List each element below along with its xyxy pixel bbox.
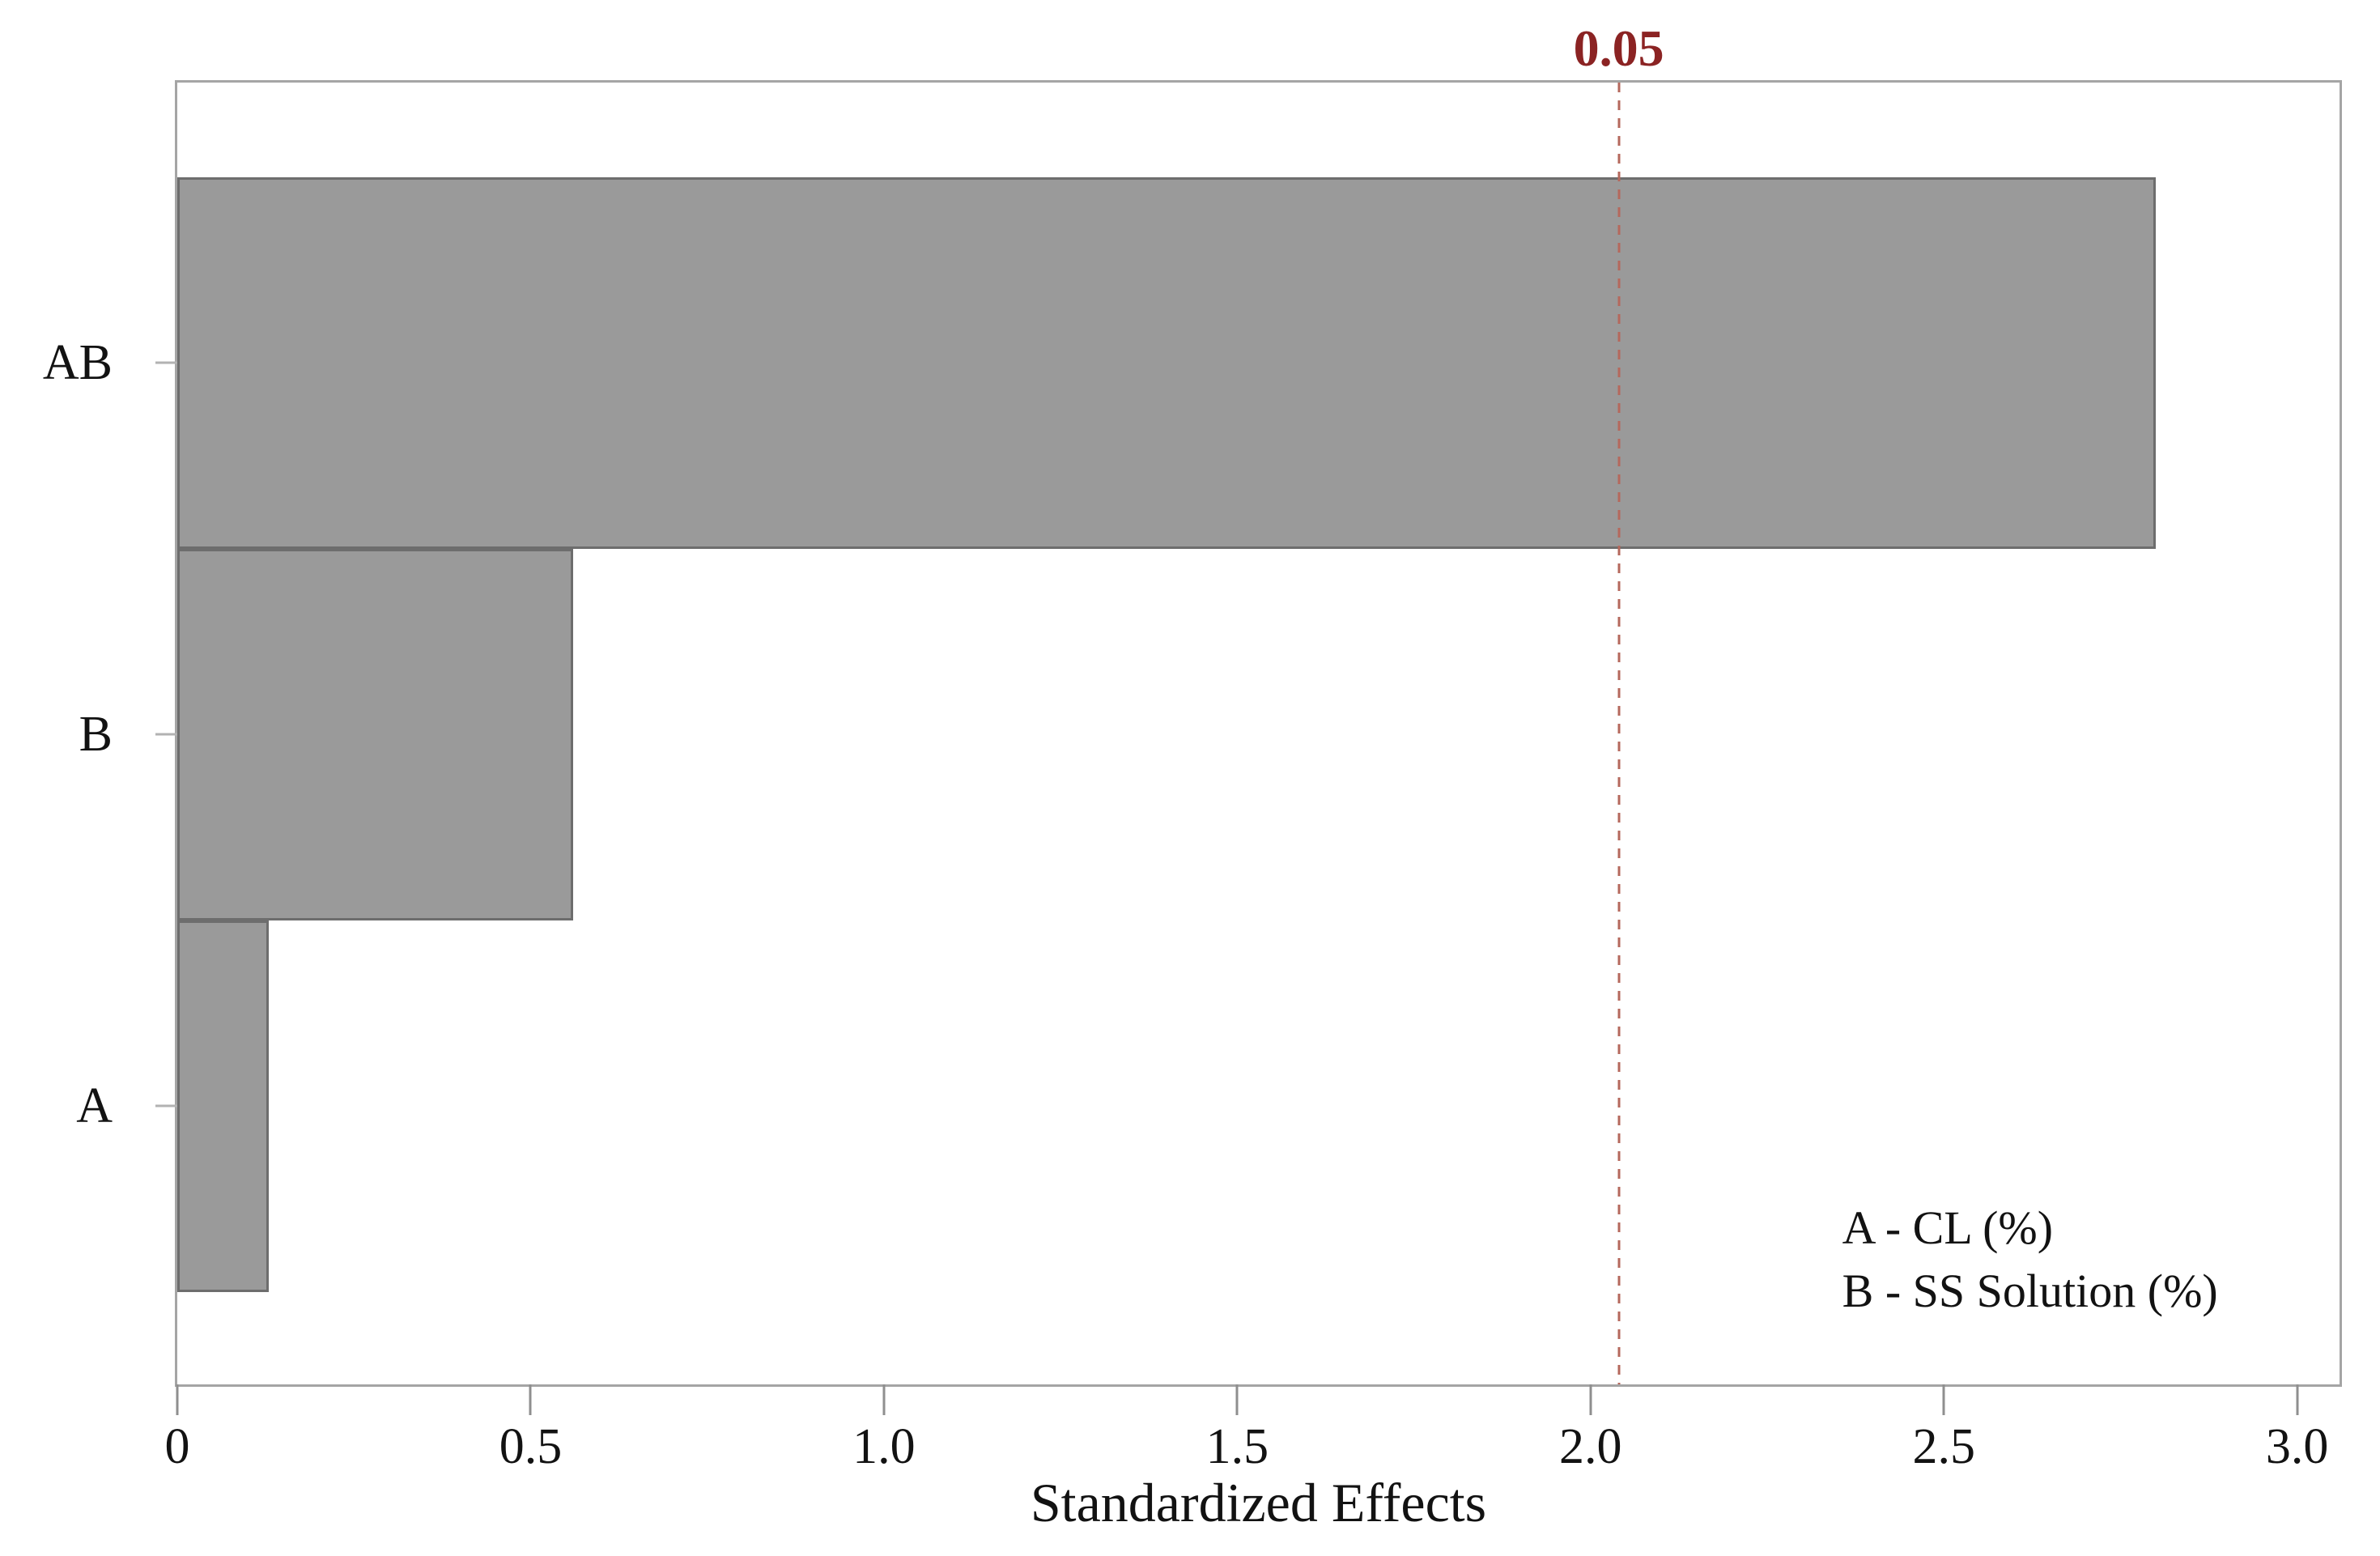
legend-entry-a: A - CL (%) <box>1842 1201 2054 1255</box>
x-axis-layer: 0 0.5 1.0 1.5 2.0 2.5 3.0 <box>165 83 2340 1472</box>
bars-layer: AB B A <box>43 83 2340 1384</box>
x-axis-tick-label-1.5: 1.5 <box>1205 1419 1269 1474</box>
x-axis-tick-label-0: 0 <box>164 1419 190 1474</box>
x-axis-tick-2.0 <box>1589 1384 1592 1415</box>
plot-area: AB B A 0.05 0 0.5 1.0 1.5 2.0 2.5 3.0 Standardiz… <box>43 23 2342 1530</box>
significance-reference-line <box>1617 83 1621 1384</box>
legend-entry-b: B - SS Solution (%) <box>1842 1265 2218 1318</box>
x-axis-tick-label-2.0: 2.0 <box>1559 1419 1622 1474</box>
x-axis-tick-label-3.0: 3.0 <box>2265 1419 2329 1474</box>
x-axis-tick-0.5 <box>529 1384 532 1415</box>
category-label-a: A <box>76 1078 113 1134</box>
x-axis-tick-label-1.0: 1.0 <box>852 1419 916 1474</box>
factor-legend: A - CL (%) B - SS Solution (%) <box>1842 1197 2218 1323</box>
bar-a <box>177 920 270 1292</box>
x-axis-tick-1.5 <box>1235 1384 1239 1415</box>
y-axis-tick-ab <box>155 361 177 364</box>
x-axis-tick-0 <box>176 1384 179 1415</box>
reference-layer: 0.05 <box>177 23 2340 1384</box>
alpha-level-label: 0.05 <box>1573 19 1664 77</box>
x-axis-tick-label-2.5: 2.5 <box>1912 1419 1975 1474</box>
x-axis-tick-2.5 <box>1942 1384 1945 1415</box>
x-axis-tick-label-0.5: 0.5 <box>499 1419 563 1474</box>
x-axis-title: Standardized Effects <box>1030 1472 1487 1533</box>
category-label-b: B <box>79 707 113 763</box>
x-axis-tick-3.0 <box>2296 1384 2299 1415</box>
y-axis-tick-a <box>155 1104 177 1107</box>
bar-ab <box>177 176 2157 549</box>
bar-b <box>177 548 573 920</box>
x-axis-tick-1.0 <box>882 1384 886 1415</box>
y-axis-tick-b <box>155 733 177 736</box>
category-label-ab: AB <box>42 335 113 391</box>
